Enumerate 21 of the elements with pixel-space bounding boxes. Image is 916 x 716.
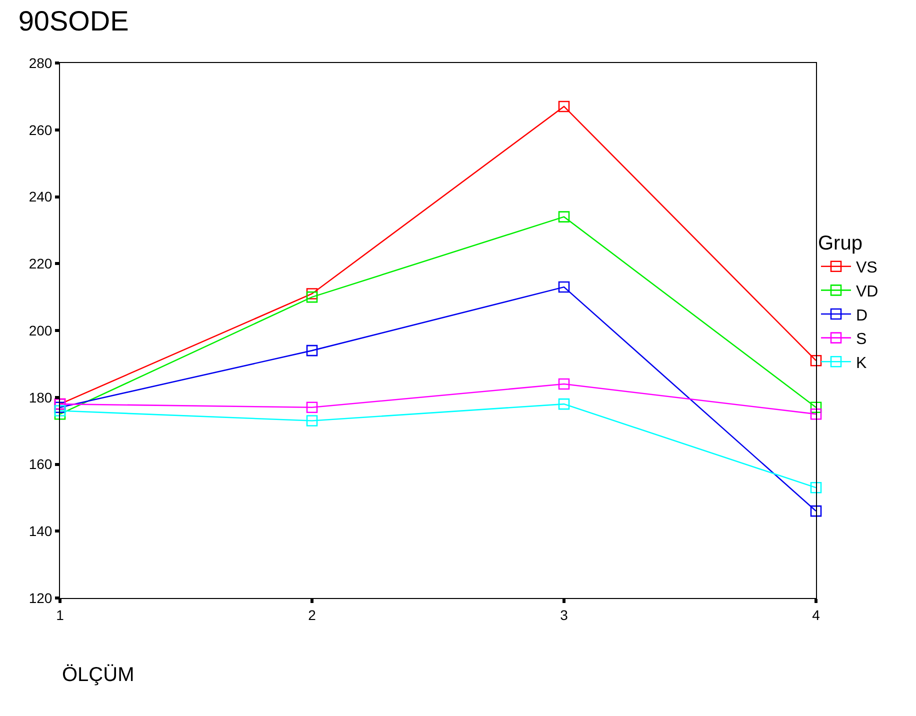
x-tick-label: 4 [812, 606, 820, 623]
y-tick-label: 180 [28, 389, 52, 406]
legend-label: D [856, 307, 868, 324]
y-tick-label: 240 [28, 188, 52, 205]
x-tick-label: 1 [56, 606, 64, 623]
legend-label: VD [856, 283, 878, 300]
y-tick-label: 160 [28, 456, 52, 472]
x-axis-title: ÖLÇÜM [62, 664, 134, 686]
chart-title: 90SODE [18, 5, 129, 36]
y-tick-label: 260 [28, 122, 52, 138]
legend-label: VS [856, 260, 878, 277]
legend-label: S [856, 331, 867, 348]
x-tick-label: 2 [308, 606, 316, 623]
legend-title: Grup [818, 232, 862, 254]
y-tick-label: 220 [28, 256, 52, 272]
y-tick-label: 120 [28, 590, 52, 606]
legend-label: K [856, 354, 867, 372]
x-tick-label: 3 [560, 606, 568, 623]
y-tick-label: 140 [28, 523, 52, 540]
y-tick-label: 200 [28, 322, 52, 338]
y-tick-label: 280 [28, 54, 52, 71]
